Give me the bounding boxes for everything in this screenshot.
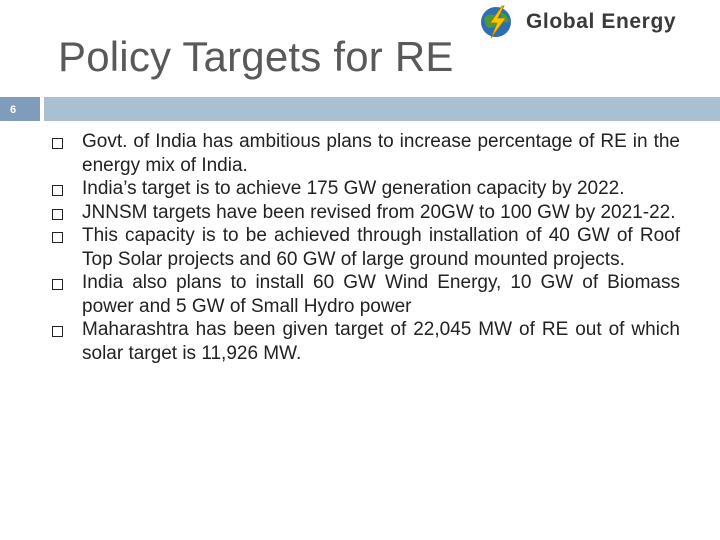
slide-number-box [0,97,40,121]
bullet-item: This capacity is to be achieved through … [52,224,680,271]
hollow-square-bullet-icon [52,232,63,243]
header-band [44,97,720,121]
hollow-square-bullet-icon [52,326,63,337]
bullet-text: India also plans to install 60 GW Wind E… [82,272,680,317]
bullet-text: Maharashtra has been given target of 22,… [82,319,680,364]
hollow-square-bullet-icon [52,138,63,149]
bullet-item: Govt. of India has ambitious plans to in… [52,130,680,177]
company-logo: Global Energy [478,4,714,40]
slide-number: 6 [10,104,17,116]
logo-text: Global Energy [526,10,677,33]
bullet-text: JNNSM targets have been revised from 20G… [82,201,676,223]
slide-title: Policy Targets for RE [58,33,454,80]
bullet-text: India’s target is to achieve 175 GW gene… [82,178,625,199]
bullet-item: India’s target is to achieve 175 GW gene… [52,177,680,201]
globe-lightning-icon [481,5,511,39]
bullet-text: Govt. of India has ambitious plans to in… [82,131,680,176]
bullet-item: India also plans to install 60 GW Wind E… [52,271,680,318]
hollow-square-bullet-icon [52,208,63,220]
bullet-list: Govt. of India has ambitious plans to in… [52,130,680,365]
bullet-text: This capacity is to be achieved through … [82,225,680,270]
bullet-item: Maharashtra has been given target of 22,… [52,318,680,365]
hollow-square-bullet-icon [52,185,63,196]
hollow-square-bullet-icon [52,279,63,290]
bullet-item: JNNSM targets have been revised from 20G… [52,201,680,225]
